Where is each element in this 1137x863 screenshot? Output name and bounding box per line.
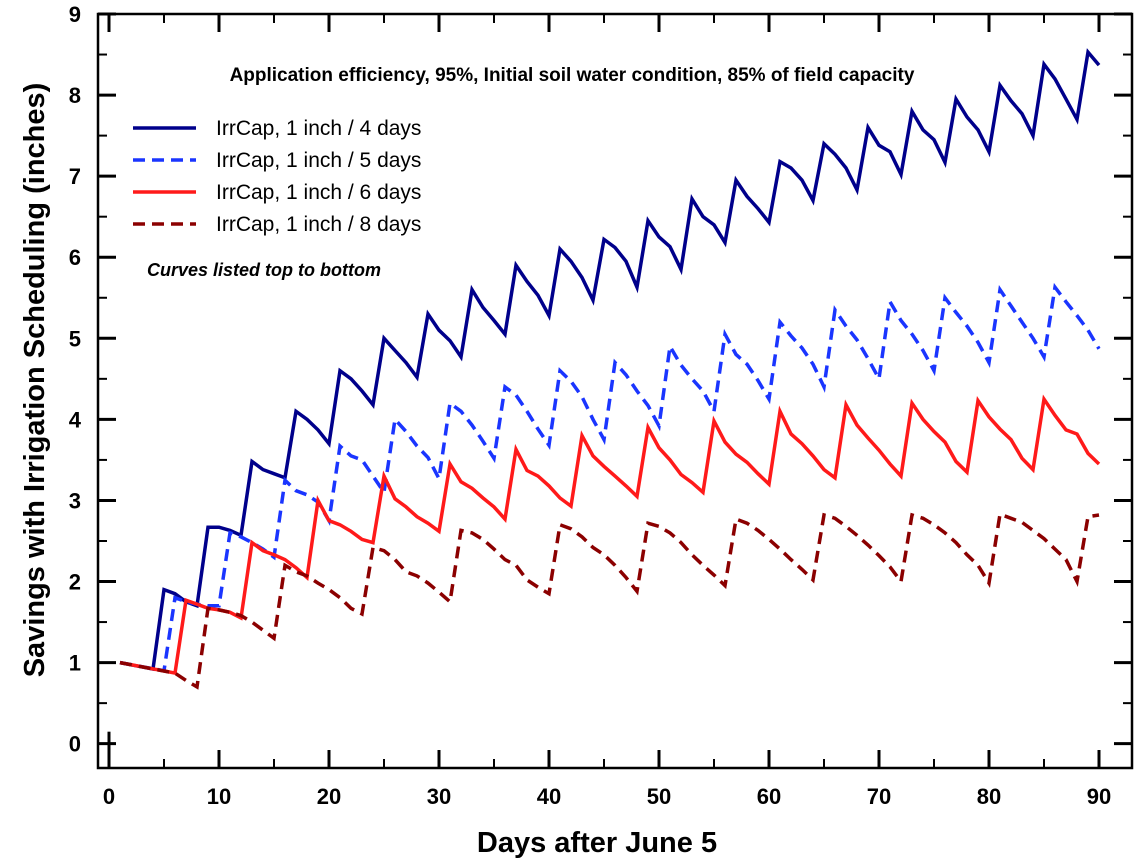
plot-area (96, 12, 1134, 770)
x-axis-title: Days after June 5 (477, 827, 717, 859)
y-tick-label: 9 (69, 2, 81, 27)
y-tick-label: 0 (69, 732, 81, 757)
x-tick-label: 80 (977, 784, 1001, 809)
x-tick-label: 40 (537, 784, 561, 809)
y-tick-label: 1 (69, 651, 81, 676)
chart-note: Curves listed top to bottom (147, 260, 381, 280)
series-lines (119, 48, 1101, 690)
series-line-3 (119, 394, 1101, 676)
y-tick-label: 4 (69, 407, 82, 432)
y-tick-label: 2 (69, 570, 81, 595)
legend: IrrCap, 1 inch / 4 days IrrCap, 1 inch / … (133, 117, 421, 236)
plot-frame (96, 12, 1134, 770)
y-tick-label: 3 (69, 488, 81, 513)
chart-subtitle: Application efficiency, 95%, Initial soi… (230, 65, 915, 86)
y-tick-label: 7 (69, 164, 81, 189)
legend-label-4: IrrCap, 1 inch / 8 days (216, 213, 421, 236)
x-tick-label: 70 (867, 784, 891, 809)
x-tick-label: 20 (317, 784, 341, 809)
legend-label-2: IrrCap, 1 inch / 5 days (216, 149, 421, 172)
y-tick-label: 8 (69, 83, 81, 108)
y-tick-label: 6 (69, 245, 81, 270)
x-tick-label: 30 (427, 784, 451, 809)
x-tick-label: 90 (1087, 784, 1111, 809)
legend-label-3: IrrCap, 1 inch / 6 days (216, 181, 421, 204)
x-tick-label: 10 (207, 784, 231, 809)
axis-ticks: 0 10 20 30 40 50 60 70 80 90 0 1 2 3 4 5 6 7 8 9 (69, 2, 1132, 809)
y-tick-label: 5 (69, 326, 81, 351)
x-tick-label: 0 (103, 784, 115, 809)
x-tick-label: 50 (647, 784, 671, 809)
series-line-4 (119, 511, 1100, 690)
y-axis-title: Savings with Irrigation Scheduling (inch… (19, 83, 51, 678)
series-line-2 (119, 282, 1101, 673)
series-line-1 (119, 48, 1101, 672)
x-tick-label: 60 (757, 784, 781, 809)
legend-label-1: IrrCap, 1 inch / 4 days (216, 117, 421, 140)
